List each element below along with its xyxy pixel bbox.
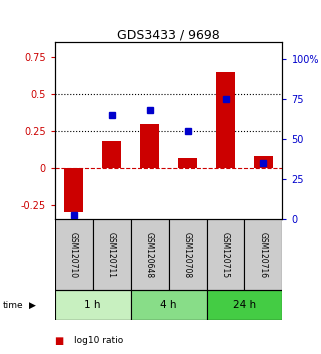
Bar [102,141,121,168]
Bar [131,290,206,320]
Bar [55,290,131,320]
Title: GDS3433 / 9698: GDS3433 / 9698 [117,28,220,41]
Bar [245,219,282,290]
Text: GSM120708: GSM120708 [183,232,192,278]
Bar [131,219,169,290]
Text: 4 h: 4 h [160,300,177,310]
Text: GSM120715: GSM120715 [221,232,230,278]
Text: log10 ratio: log10 ratio [74,336,123,345]
Bar [169,219,206,290]
Bar [206,290,282,320]
Text: ■: ■ [55,336,64,346]
Text: 24 h: 24 h [233,300,256,310]
Text: GSM120710: GSM120710 [69,232,78,278]
Bar [140,124,159,168]
Bar [206,219,245,290]
Bar [216,72,235,168]
Bar [92,219,131,290]
Text: GSM120711: GSM120711 [107,232,116,278]
Text: ▶: ▶ [29,301,36,310]
Bar [178,158,197,168]
Text: GSM120716: GSM120716 [259,232,268,278]
Text: GSM120648: GSM120648 [145,232,154,278]
Bar [55,219,92,290]
Text: 1 h: 1 h [84,300,101,310]
Bar [254,156,273,168]
Text: time: time [3,301,24,310]
Bar [64,168,83,212]
